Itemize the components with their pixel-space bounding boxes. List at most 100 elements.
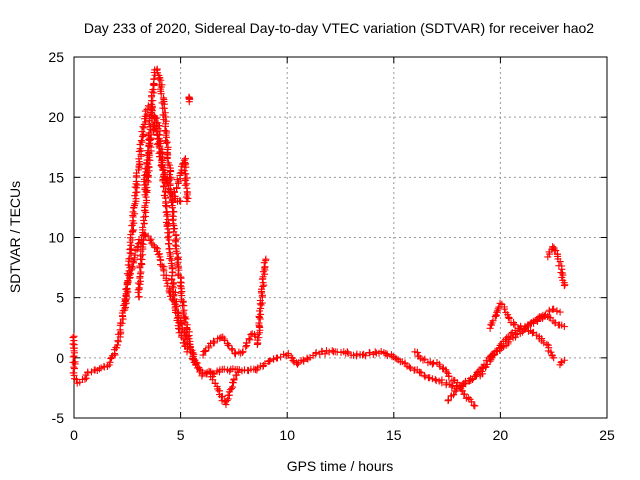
data-point	[359, 351, 367, 359]
data-point	[552, 247, 560, 255]
data-point	[371, 348, 379, 356]
data-point	[220, 365, 228, 373]
data-point	[468, 375, 476, 383]
y-tick-label: 15	[48, 169, 64, 185]
data-point	[147, 143, 155, 151]
data-point	[467, 377, 475, 385]
data-point	[496, 341, 504, 349]
data-point	[393, 355, 401, 363]
data-point	[549, 243, 557, 251]
data-point	[407, 364, 415, 372]
data-point	[183, 197, 191, 205]
data-point	[255, 334, 263, 342]
data-point	[261, 263, 269, 271]
data-point	[556, 258, 564, 266]
x-tick-label: 0	[70, 427, 78, 443]
data-point	[353, 350, 361, 358]
data-point	[169, 268, 177, 276]
data-point	[95, 365, 103, 373]
data-point	[289, 357, 297, 365]
data-point	[366, 349, 374, 357]
data-point	[556, 308, 564, 316]
data-point	[70, 352, 78, 360]
data-point	[262, 255, 270, 263]
data-point	[187, 343, 195, 351]
data-point	[137, 137, 145, 145]
data-point	[193, 359, 201, 367]
data-point	[184, 194, 192, 202]
data-point	[321, 350, 329, 358]
data-point	[106, 358, 114, 366]
data-point	[243, 339, 251, 347]
data-point	[205, 367, 213, 375]
data-point	[560, 323, 568, 331]
data-point	[242, 343, 250, 351]
data-point	[161, 188, 169, 196]
data-point	[344, 349, 352, 357]
data-point	[520, 326, 528, 334]
data-point	[420, 371, 428, 379]
data-point	[129, 208, 137, 216]
data-point	[123, 285, 131, 293]
data-point	[486, 357, 494, 365]
data-point	[158, 262, 166, 270]
data-point	[228, 345, 236, 353]
data-point	[176, 282, 184, 290]
data-point	[550, 246, 558, 254]
data-point	[160, 183, 168, 191]
data-point	[540, 339, 548, 347]
data-point	[159, 166, 167, 174]
data-point	[439, 365, 447, 373]
data-point	[256, 296, 264, 304]
data-point	[147, 235, 155, 243]
data-point	[138, 240, 146, 248]
data-point	[135, 293, 143, 301]
data-point	[195, 363, 203, 371]
data-point	[159, 150, 167, 158]
data-point	[152, 244, 160, 252]
data-point	[507, 330, 515, 338]
data-point	[118, 319, 126, 327]
data-point	[103, 362, 111, 370]
data-point	[179, 339, 187, 347]
data-point	[257, 310, 265, 318]
data-point	[180, 167, 188, 175]
data-point	[558, 265, 566, 273]
data-point	[231, 349, 239, 357]
data-point	[167, 167, 175, 175]
data-point	[169, 204, 177, 212]
data-point	[160, 172, 168, 180]
data-point	[171, 192, 179, 200]
data-point	[245, 335, 253, 343]
data-point	[550, 354, 558, 362]
data-point	[182, 315, 190, 323]
data-point	[159, 265, 167, 273]
data-point	[216, 334, 224, 342]
data-point	[163, 212, 171, 220]
data-point	[161, 122, 169, 130]
data-point	[162, 202, 170, 210]
data-point	[362, 352, 370, 360]
data-point	[405, 363, 413, 371]
data-point	[182, 193, 190, 201]
data-point	[142, 188, 150, 196]
data-point	[487, 321, 495, 329]
data-point	[81, 375, 89, 383]
data-point	[147, 131, 155, 139]
data-point	[173, 302, 181, 310]
data-point	[135, 284, 143, 292]
data-point	[505, 314, 513, 322]
data-point	[160, 104, 168, 112]
data-point	[140, 213, 148, 221]
data-point	[560, 356, 568, 364]
data-point	[183, 348, 191, 356]
data-point	[164, 240, 172, 248]
data-point	[510, 320, 518, 328]
data-point	[127, 241, 135, 249]
x-tick-label: 15	[386, 427, 402, 443]
data-point	[199, 351, 207, 359]
data-point	[231, 350, 239, 358]
data-point	[312, 349, 320, 357]
data-point	[448, 383, 456, 391]
